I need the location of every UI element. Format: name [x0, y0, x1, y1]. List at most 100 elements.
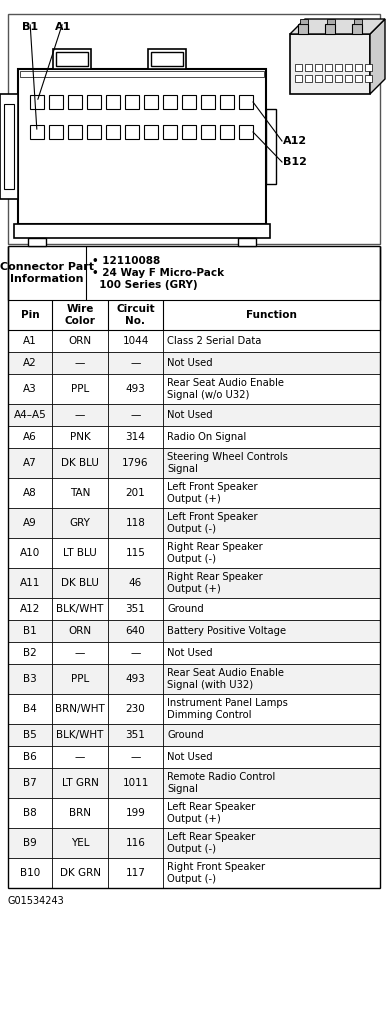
Text: A10: A10 [20, 548, 40, 558]
Bar [8, 352, 380, 374]
Text: Not Used: Not Used [167, 648, 213, 658]
Polygon shape [370, 19, 385, 94]
Bar [290, 34, 370, 94]
Text: Not Used: Not Used [167, 358, 213, 368]
Text: DK BLU: DK BLU [61, 578, 99, 588]
Text: B6: B6 [23, 752, 37, 762]
Bar [106, 125, 120, 139]
Text: A4–A5: A4–A5 [14, 410, 47, 420]
Bar [8, 768, 380, 798]
Text: G01534243: G01534243 [8, 896, 65, 906]
Text: —: — [130, 752, 141, 762]
Text: LT GRN: LT GRN [62, 778, 99, 788]
Bar [125, 95, 139, 109]
Text: 118: 118 [126, 518, 146, 528]
Text: —: — [75, 648, 85, 658]
Bar [345, 75, 352, 82]
Text: B1: B1 [22, 22, 38, 32]
Bar [87, 125, 101, 139]
Text: 314: 314 [126, 432, 146, 442]
Text: B1: B1 [23, 626, 37, 636]
Bar [28, 238, 46, 246]
Text: —: — [75, 358, 85, 368]
Text: A1: A1 [55, 22, 71, 32]
Text: Remote Radio Control
Signal: Remote Radio Control Signal [167, 772, 275, 794]
Bar [365, 75, 372, 82]
Text: Left Rear Speaker
Output (+): Left Rear Speaker Output (+) [167, 802, 255, 823]
Text: YEL: YEL [71, 838, 89, 848]
Text: Left Front Speaker
Output (+): Left Front Speaker Output (+) [167, 482, 258, 504]
Bar [315, 75, 322, 82]
Bar [345, 63, 352, 71]
Bar [144, 125, 158, 139]
Text: B5: B5 [23, 730, 37, 740]
Text: Battery Positive Voltage: Battery Positive Voltage [167, 626, 286, 636]
Text: B9: B9 [23, 838, 37, 848]
Bar [18, 69, 266, 224]
Bar [20, 71, 264, 77]
Text: A9: A9 [23, 518, 37, 528]
Bar [0, 94, 18, 199]
Text: 1796: 1796 [122, 458, 149, 468]
Polygon shape [290, 19, 385, 34]
Bar [325, 24, 335, 34]
Text: 115: 115 [126, 548, 146, 558]
Bar [4, 104, 14, 189]
Text: Right Rear Speaker
Output (-): Right Rear Speaker Output (-) [167, 542, 263, 564]
Bar [151, 52, 183, 66]
Bar [144, 95, 158, 109]
Text: BLK/WHT: BLK/WHT [56, 604, 104, 614]
Bar [298, 24, 308, 34]
Text: Not Used: Not Used [167, 752, 213, 762]
Bar [201, 125, 215, 139]
Text: A6: A6 [23, 432, 37, 442]
Bar [87, 95, 101, 109]
Bar [355, 63, 362, 71]
Bar [327, 19, 335, 24]
Text: 230: 230 [126, 705, 146, 714]
Text: B7: B7 [23, 778, 37, 788]
Bar [305, 63, 312, 71]
Bar [182, 125, 196, 139]
Text: A2: A2 [23, 358, 37, 368]
Text: —: — [130, 410, 141, 420]
Bar [8, 664, 380, 694]
Bar [8, 404, 380, 426]
Bar [8, 449, 380, 478]
Text: Left Front Speaker
Output (-): Left Front Speaker Output (-) [167, 512, 258, 534]
Text: Right Front Speaker
Output (-): Right Front Speaker Output (-) [167, 862, 265, 884]
Bar [239, 95, 253, 109]
Bar [125, 125, 139, 139]
Text: Ground: Ground [167, 604, 204, 614]
Bar [49, 125, 63, 139]
Text: Wire
Color: Wire Color [64, 304, 95, 326]
Text: 117: 117 [126, 868, 146, 878]
Bar [8, 724, 380, 746]
Bar [68, 125, 82, 139]
Text: Ground: Ground [167, 730, 204, 740]
Bar [365, 63, 372, 71]
Text: BLK/WHT: BLK/WHT [56, 730, 104, 740]
Text: BRN: BRN [69, 808, 91, 818]
Text: 46: 46 [129, 578, 142, 588]
Bar [148, 49, 186, 69]
Text: 199: 199 [126, 808, 146, 818]
Text: 493: 493 [126, 384, 146, 394]
Text: ORN: ORN [68, 336, 92, 346]
Text: PNK: PNK [69, 432, 90, 442]
Text: Function: Function [246, 310, 297, 319]
Text: 351: 351 [126, 730, 146, 740]
Text: • 12110088
• 24 Way F Micro-Pack
  100 Series (GRY): • 12110088 • 24 Way F Micro-Pack 100 Ser… [92, 256, 223, 290]
Text: Right Rear Speaker
Output (+): Right Rear Speaker Output (+) [167, 572, 263, 594]
Bar [335, 75, 342, 82]
Bar [68, 95, 82, 109]
Text: BRN/WHT: BRN/WHT [55, 705, 105, 714]
Bar [220, 95, 234, 109]
Bar [163, 95, 177, 109]
Text: Left Rear Speaker
Output (-): Left Rear Speaker Output (-) [167, 833, 255, 854]
Text: ORN: ORN [68, 626, 92, 636]
Text: GRY: GRY [69, 518, 90, 528]
Bar [355, 75, 362, 82]
Text: 116: 116 [126, 838, 146, 848]
Bar [14, 224, 270, 238]
